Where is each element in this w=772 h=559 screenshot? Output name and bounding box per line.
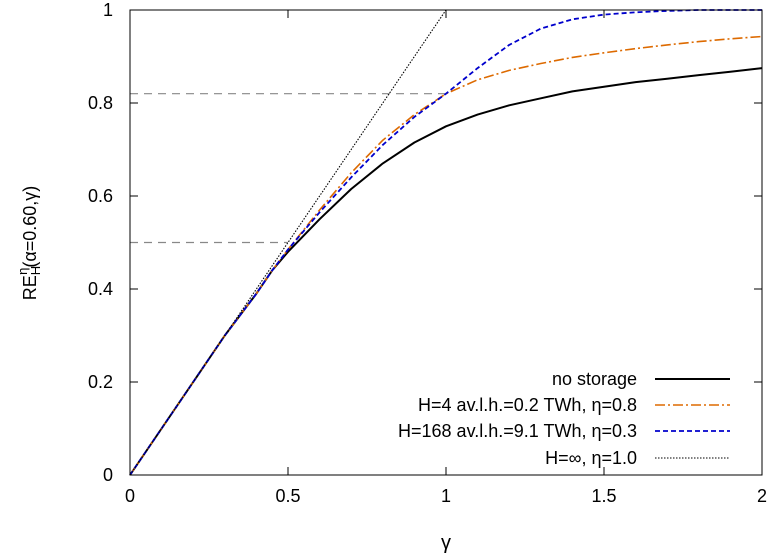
x-tick-label-4: 2 <box>757 486 767 506</box>
legend-label-0: no storage <box>552 369 637 389</box>
legend-label-3: H=∞, η=1.0 <box>545 448 637 468</box>
y-tick-label-3: 0.6 <box>88 186 113 206</box>
y-tick-label-1: 0.2 <box>88 372 113 392</box>
y-tick-label-5: 1 <box>103 0 113 20</box>
series-lines <box>129 9 763 476</box>
y-label-args: (α=0.60,γ) <box>20 186 40 268</box>
x-tick-label-2: 1 <box>441 486 451 506</box>
y-axis-label: REHη(α=0.60,γ) <box>15 186 43 301</box>
y-tick-label-4: 0.8 <box>88 93 113 113</box>
tick-labels: 0 0.5 1 1.5 2 0 0.2 0.4 0.6 0.8 1 <box>88 0 767 506</box>
x-axis-label: γ <box>441 532 451 554</box>
legend-label-2: H=168 av.l.h.=9.1 TWh, η=0.3 <box>398 421 637 441</box>
legend: no storage H=4 av.l.h.=0.2 TWh, η=0.8 H=16… <box>398 369 730 468</box>
x-tick-label-1: 0.5 <box>275 486 300 506</box>
legend-label-1: H=4 av.l.h.=0.2 TWh, η=0.8 <box>418 395 637 415</box>
x-tick-label-3: 1.5 <box>591 486 616 506</box>
axis-ticks <box>129 9 763 476</box>
x-tick-label-0: 0 <box>125 486 135 506</box>
y-label-sub: H <box>28 266 43 275</box>
series-line-3 <box>129 9 762 476</box>
reference-lines <box>130 93 446 244</box>
series-line-2 <box>129 9 762 476</box>
y-label-base: RE <box>20 275 40 300</box>
y-label-sup: η <box>15 268 30 275</box>
y-tick-label-0: 0 <box>103 465 113 485</box>
y-tick-label-2: 0.4 <box>88 279 113 299</box>
